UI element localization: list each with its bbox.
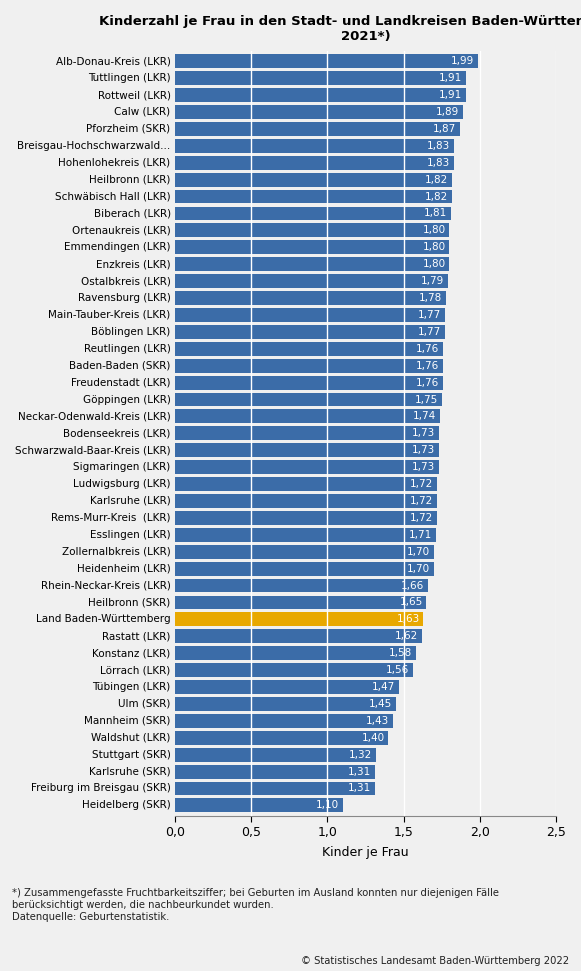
Text: 1,40: 1,40 [361,733,385,743]
Bar [175,291,446,305]
Bar [175,595,426,610]
Bar [175,392,442,407]
Bar [175,511,437,524]
Text: 1,91: 1,91 [439,90,462,100]
Bar [175,223,449,237]
Bar [175,342,443,355]
Bar [175,54,478,68]
Bar [175,274,448,288]
Text: 1,47: 1,47 [372,682,395,692]
Bar [175,663,413,677]
Bar [175,173,453,186]
Bar [175,731,388,745]
Text: 1,79: 1,79 [421,276,444,286]
Text: 1,62: 1,62 [395,631,418,641]
Text: 1,73: 1,73 [411,446,435,455]
Bar [175,426,439,440]
Bar [175,257,449,271]
Bar [175,122,460,136]
Text: 1,80: 1,80 [422,243,446,252]
Text: 1,63: 1,63 [396,615,419,624]
Bar [175,189,453,204]
Text: 1,45: 1,45 [369,699,392,709]
Text: 1,66: 1,66 [401,581,424,590]
Bar [175,477,437,491]
Text: 1,32: 1,32 [349,750,372,759]
Text: 1,72: 1,72 [410,513,433,523]
Bar [175,88,466,102]
Bar [175,764,375,779]
Text: 1,74: 1,74 [413,412,436,421]
Bar [175,629,422,643]
Text: 1,73: 1,73 [411,462,435,472]
Text: 1,76: 1,76 [416,344,439,353]
Bar [175,444,439,457]
Bar [175,748,376,761]
Bar [175,241,449,254]
Text: © Statistisches Landesamt Baden-Württemberg 2022: © Statistisches Landesamt Baden-Württemb… [302,956,569,966]
Bar [175,782,375,795]
Bar [175,528,436,542]
Bar [175,579,428,592]
X-axis label: Kinder je Frau: Kinder je Frau [322,846,409,859]
Text: 1,91: 1,91 [439,73,462,84]
Text: 1,65: 1,65 [399,597,422,608]
Text: 1,58: 1,58 [389,649,412,658]
Text: 1,87: 1,87 [433,124,456,134]
Text: 1,31: 1,31 [347,784,371,793]
Bar [175,714,393,728]
Bar [175,545,434,558]
Text: 1,99: 1,99 [451,56,475,66]
Bar [175,680,399,694]
Text: 1,76: 1,76 [416,378,439,387]
Bar [175,410,440,423]
Bar [175,613,424,626]
Text: 1,76: 1,76 [416,360,439,371]
Text: 1,81: 1,81 [424,209,447,218]
Text: 1,89: 1,89 [436,107,459,117]
Text: 1,80: 1,80 [422,225,446,235]
Bar [175,494,437,508]
Text: 1,72: 1,72 [410,496,433,506]
Bar [175,460,439,474]
Text: 1,73: 1,73 [411,428,435,438]
Text: 1,56: 1,56 [386,665,409,675]
Text: 1,72: 1,72 [410,479,433,489]
Text: 1,78: 1,78 [419,293,443,303]
Bar [175,207,451,220]
Bar [175,561,434,576]
Bar [175,325,444,339]
Bar [175,155,454,170]
Text: 1,70: 1,70 [407,547,431,556]
Text: *) Zusammengefasste Fruchtbarkeitsziffer; bei Geburten im Ausland konnten nur di: *) Zusammengefasste Fruchtbarkeitsziffer… [12,888,498,921]
Text: 1,82: 1,82 [425,175,449,184]
Text: 1,80: 1,80 [422,259,446,269]
Bar [175,647,416,660]
Text: 1,82: 1,82 [425,191,449,202]
Bar [175,308,444,321]
Text: 1,83: 1,83 [427,157,450,168]
Title: Kinderzahl je Frau in den Stadt- und Landkreisen Baden-Württembergs
2021*): Kinderzahl je Frau in den Stadt- und Lan… [99,15,581,43]
Text: 1,77: 1,77 [418,310,441,319]
Text: 1,75: 1,75 [415,394,438,405]
Bar [175,697,396,711]
Bar [175,139,454,152]
Text: 1,10: 1,10 [315,800,339,811]
Text: 1,71: 1,71 [408,530,432,540]
Bar [175,105,463,118]
Text: 1,43: 1,43 [366,716,389,726]
Text: 1,70: 1,70 [407,563,431,574]
Bar [175,358,443,373]
Bar [175,376,443,389]
Bar [175,71,466,85]
Text: 1,77: 1,77 [418,327,441,337]
Text: 1,31: 1,31 [347,766,371,777]
Bar [175,798,343,813]
Text: 1,83: 1,83 [427,141,450,151]
